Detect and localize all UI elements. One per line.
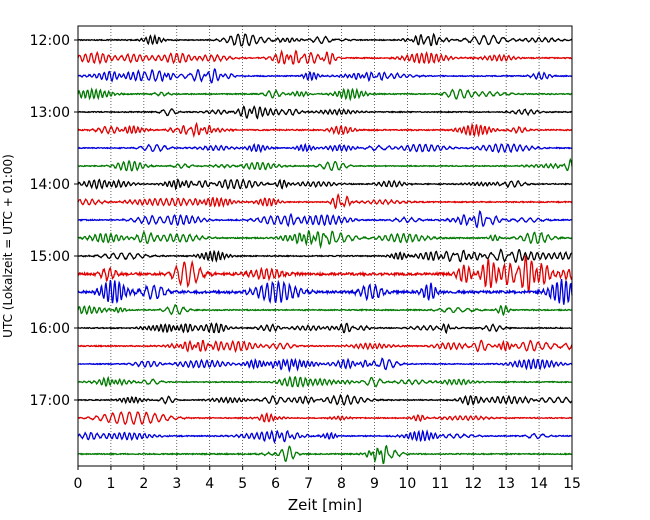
- trace-1445: [77, 230, 573, 250]
- x-tick-label-7: 7: [304, 476, 313, 492]
- y-tick-label-0: 12:00: [30, 33, 70, 49]
- x-tick-label-11: 11: [431, 476, 449, 492]
- trace-1415: [77, 193, 573, 210]
- x-tick-label-2: 2: [139, 476, 148, 492]
- trace-1300: [77, 105, 573, 120]
- y-tick-label-3: 15:00: [30, 249, 70, 265]
- trace-1645: [77, 375, 573, 388]
- y-tick-label-2: 14:00: [30, 177, 70, 193]
- x-tick-label-4: 4: [205, 476, 214, 492]
- x-tick-label-8: 8: [337, 476, 346, 492]
- x-tick-label-15: 15: [563, 476, 581, 492]
- trace-1600: [77, 322, 573, 335]
- x-axis-label: Zeit [min]: [288, 496, 362, 514]
- x-tick-label-5: 5: [238, 476, 247, 492]
- x-tick-label-1: 1: [106, 476, 115, 492]
- y-axis: 12:00 13:00 14:00 15:00 16:00 17:00: [30, 33, 78, 409]
- x-tick-label-6: 6: [271, 476, 280, 492]
- trace-1400: [77, 177, 573, 191]
- trace-1230: [77, 68, 573, 84]
- x-tick-label-0: 0: [74, 476, 83, 492]
- plot-frame: [77, 25, 573, 467]
- x-tick-label-10: 10: [398, 476, 416, 492]
- trace-1545: [77, 303, 573, 317]
- trace-1630: [77, 357, 573, 373]
- trace-1200: [77, 32, 573, 47]
- trace-1215: [77, 49, 573, 66]
- trace-1530: [77, 278, 573, 305]
- trace-1345: [77, 157, 573, 172]
- trace-1330: [77, 142, 573, 154]
- grid-lines: [110, 26, 540, 466]
- y-tick-label-1: 13:00: [30, 105, 70, 121]
- x-tick-label-12: 12: [464, 476, 482, 492]
- trace-1715: [77, 411, 573, 426]
- trace-1430: [77, 209, 573, 229]
- trace-1315: [77, 121, 573, 139]
- trace-1700: [77, 393, 573, 406]
- trace-1730: [77, 429, 573, 445]
- trace-1500: [77, 248, 573, 263]
- trace-1745: [77, 444, 573, 465]
- trace-1515: [77, 254, 573, 294]
- y-tick-label-5: 17:00: [30, 393, 70, 409]
- y-tick-label-4: 16:00: [30, 321, 70, 337]
- trace-1615: [77, 339, 573, 354]
- x-axis: 0 1 2 3 4 5 6 7 8 9 10 11 12 13 14 15: [74, 466, 581, 492]
- x-tick-label-9: 9: [370, 476, 379, 492]
- x-tick-label-14: 14: [530, 476, 548, 492]
- x-tick-label-3: 3: [172, 476, 181, 492]
- x-tick-label-13: 13: [497, 476, 515, 492]
- trace-1245: [77, 87, 573, 102]
- y-axis-label: UTC (Lokalzeit = UTC + 01:00): [1, 154, 15, 338]
- trace-group: [77, 32, 573, 465]
